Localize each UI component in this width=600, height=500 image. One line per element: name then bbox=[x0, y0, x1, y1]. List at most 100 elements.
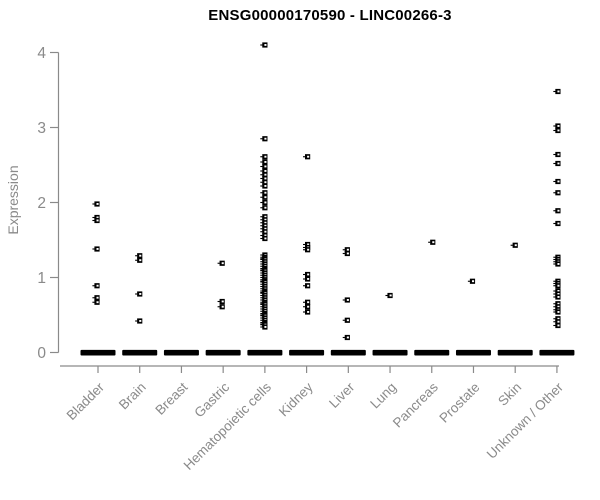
data-point bbox=[342, 334, 350, 341]
data-point bbox=[217, 304, 225, 310]
point-hole bbox=[264, 181, 267, 184]
data-point bbox=[260, 159, 268, 165]
point-hole bbox=[346, 319, 349, 322]
x-tick-label: Unknown / Other bbox=[484, 379, 567, 462]
data-point bbox=[303, 271, 311, 278]
data-point bbox=[260, 205, 268, 211]
data-point bbox=[260, 168, 268, 174]
x-tick-label: Prostate bbox=[436, 380, 482, 426]
data-point bbox=[553, 322, 561, 329]
point-hole bbox=[264, 218, 267, 221]
category-points bbox=[372, 292, 408, 356]
x-tick-label: Breast bbox=[152, 379, 190, 417]
data-point bbox=[553, 160, 561, 167]
data-point bbox=[260, 190, 268, 196]
x-tick-label: Lung bbox=[367, 380, 399, 412]
point-hole bbox=[264, 173, 267, 176]
point-hole bbox=[264, 177, 267, 180]
data-point bbox=[92, 295, 100, 301]
zero-cluster-bar bbox=[455, 349, 491, 356]
point-hole bbox=[389, 294, 392, 297]
point-hole bbox=[307, 243, 310, 246]
zero-cluster-bar bbox=[372, 349, 408, 356]
data-point bbox=[92, 283, 100, 289]
data-point bbox=[217, 260, 225, 266]
data-point bbox=[553, 208, 561, 214]
point-hole bbox=[346, 299, 349, 301]
point-hole bbox=[221, 262, 224, 265]
point-hole bbox=[307, 155, 310, 158]
data-point bbox=[260, 226, 268, 232]
point-hole bbox=[264, 161, 267, 163]
point-hole bbox=[307, 301, 310, 304]
point-hole bbox=[557, 129, 560, 132]
data-point bbox=[260, 183, 268, 189]
data-point bbox=[342, 297, 350, 303]
point-hole bbox=[264, 230, 267, 233]
point-hole bbox=[307, 311, 310, 313]
point-hole bbox=[557, 153, 560, 156]
point-hole bbox=[557, 191, 560, 194]
category-points bbox=[247, 42, 283, 356]
data-point bbox=[385, 292, 393, 299]
point-hole bbox=[264, 201, 267, 204]
zero-cluster-bar bbox=[289, 349, 325, 356]
point-hole bbox=[557, 296, 560, 298]
data-point bbox=[342, 317, 350, 323]
data-point bbox=[260, 217, 268, 223]
chart-title: ENSG00000170590 - LINC00266-3 bbox=[208, 7, 452, 24]
data-point bbox=[303, 283, 311, 289]
y-tick-label: 4 bbox=[37, 45, 46, 62]
point-hole bbox=[557, 293, 560, 295]
data-point bbox=[553, 127, 561, 134]
point-hole bbox=[557, 180, 560, 183]
point-hole bbox=[307, 248, 310, 251]
data-point bbox=[260, 229, 268, 235]
category-points bbox=[205, 260, 241, 356]
data-point bbox=[135, 257, 143, 263]
point-hole bbox=[307, 305, 310, 308]
zero-cluster-bar bbox=[80, 349, 116, 356]
point-hole bbox=[96, 296, 99, 299]
point-hole bbox=[139, 320, 142, 322]
data-point bbox=[553, 178, 561, 185]
point-hole bbox=[264, 237, 267, 240]
data-point bbox=[260, 223, 268, 229]
data-point bbox=[510, 242, 518, 248]
point-hole bbox=[221, 305, 224, 308]
category-points bbox=[539, 88, 575, 356]
point-hole bbox=[139, 254, 142, 257]
point-hole bbox=[139, 293, 142, 295]
point-hole bbox=[557, 284, 560, 287]
zero-cluster-bar bbox=[330, 349, 366, 356]
data-point bbox=[303, 154, 311, 160]
point-hole bbox=[221, 300, 224, 303]
data-point bbox=[260, 194, 268, 200]
zero-cluster-bar bbox=[205, 349, 241, 356]
point-hole bbox=[96, 219, 99, 222]
category-points bbox=[122, 253, 158, 356]
data-point bbox=[260, 42, 268, 48]
point-hole bbox=[264, 206, 267, 209]
zero-cluster-bar bbox=[247, 349, 283, 356]
point-hole bbox=[264, 137, 267, 140]
point-hole bbox=[307, 273, 310, 276]
data-point bbox=[92, 299, 100, 305]
y-tick-label: 0 bbox=[37, 345, 46, 362]
point-hole bbox=[264, 196, 267, 199]
point-hole bbox=[264, 234, 267, 237]
category-points bbox=[163, 349, 199, 356]
data-point bbox=[260, 154, 268, 160]
category-points bbox=[289, 154, 325, 356]
point-hole bbox=[264, 326, 267, 328]
data-point bbox=[92, 201, 100, 207]
point-hole bbox=[557, 209, 560, 212]
x-tick-label: Kidney bbox=[276, 379, 316, 419]
data-point bbox=[553, 288, 561, 294]
point-hole bbox=[346, 248, 349, 251]
data-point bbox=[342, 247, 350, 253]
category-points bbox=[80, 201, 116, 356]
point-hole bbox=[264, 44, 267, 46]
